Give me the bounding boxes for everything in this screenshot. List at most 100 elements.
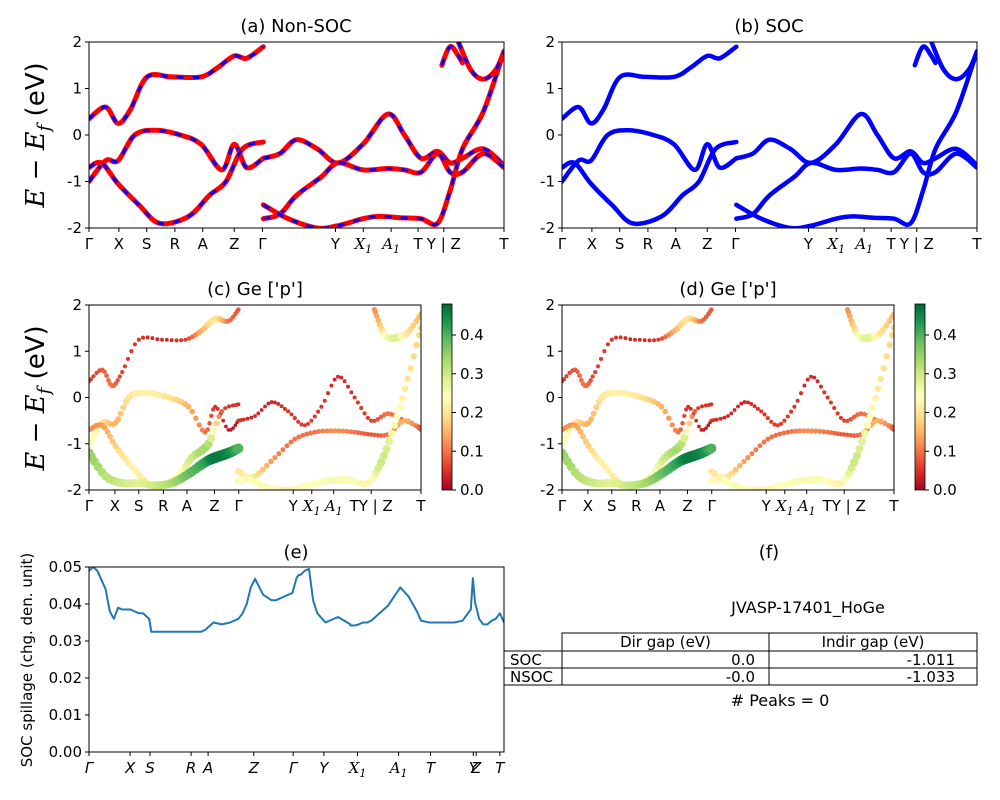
k-label: R (643, 235, 653, 253)
y-tick-label: -2 (67, 219, 82, 237)
projection-point (164, 337, 169, 342)
projection-point (841, 432, 847, 437)
k-label: X (583, 497, 593, 515)
projection-point (883, 353, 890, 360)
projection-point (850, 458, 859, 467)
gap-table: Dir gap (eV) Indir gap (eV) SOC 0.0 -1.011 NS… (503, 632, 978, 686)
projection-point (815, 379, 820, 384)
plot-area-b (562, 42, 977, 228)
projection-point (377, 458, 386, 467)
projection-point (795, 398, 800, 403)
projection-point (296, 419, 301, 424)
projection-point (706, 443, 717, 454)
projection-point (575, 369, 580, 375)
projection-point (590, 410, 597, 417)
k-label: Y (330, 235, 341, 253)
projection-point (245, 416, 250, 421)
k-label: Z (248, 759, 260, 777)
projection-point (871, 394, 879, 402)
projection-point (279, 404, 284, 409)
axes-frame-d (561, 304, 895, 491)
projection-point (682, 413, 687, 419)
projection-point (662, 408, 668, 415)
projection-point (799, 391, 803, 396)
k-label: T (971, 235, 982, 253)
projection-point (398, 394, 406, 402)
projection-point (757, 443, 763, 449)
projection-point (817, 428, 823, 434)
projection-point (120, 370, 125, 375)
projection-point (765, 416, 770, 421)
projection-point (280, 447, 286, 453)
projection-point (709, 402, 714, 407)
k-label: T (888, 497, 899, 515)
projection-point (642, 338, 647, 343)
projection-point (210, 427, 218, 435)
plot-area-e (89, 567, 504, 633)
projection-point (268, 458, 274, 465)
projection-point (115, 378, 120, 383)
projection-point (332, 377, 337, 382)
projection-point (263, 483, 271, 490)
projection-point (736, 462, 743, 469)
k-label: Z (209, 497, 219, 515)
k-label: X (114, 235, 124, 253)
y-tick-label: 0.01 (49, 706, 82, 724)
k-label: A (671, 235, 682, 253)
k-label: A1 (388, 759, 408, 780)
projection-point (623, 336, 628, 341)
projection-point (637, 337, 642, 342)
y-tick-label: 2 (545, 33, 555, 51)
projection-point (230, 403, 235, 408)
table-value: -1.011 (907, 651, 955, 669)
projection-point (689, 413, 695, 420)
projection-point (729, 411, 734, 416)
projection-point (858, 437, 866, 446)
projection-point (752, 404, 757, 409)
projection-point (577, 373, 582, 379)
colorbar-c: 0.0 0.1 0.2 0.3 0.4 (441, 303, 484, 499)
projection-point (196, 422, 202, 428)
projection-point (769, 419, 774, 424)
projection-point (344, 428, 350, 434)
projection-point (150, 336, 155, 341)
y-tick-label: 0.03 (49, 632, 82, 650)
projection-point (306, 421, 311, 426)
colorbar-d: 0.0 0.1 0.2 0.3 0.4 (914, 303, 957, 499)
projection-point (300, 432, 306, 438)
projection-point (793, 428, 799, 434)
projection-point (722, 415, 727, 420)
projection-point (268, 484, 276, 490)
colorbar-tick-label: 0.1 (933, 442, 957, 460)
projection-point (686, 420, 693, 427)
projection-point (891, 427, 894, 433)
k-label: X (110, 497, 120, 515)
projection-point (346, 384, 350, 389)
projection-point (418, 427, 421, 433)
projection-point (633, 337, 637, 342)
panel-d-title: (d) Ge ['p'] (679, 279, 776, 300)
projection-point (122, 364, 128, 369)
projection-point (835, 411, 840, 416)
projection-point (874, 385, 882, 393)
projection-point (772, 422, 777, 427)
k-label: Γ (235, 497, 244, 515)
projection-point (728, 470, 735, 477)
k-label: Γ (731, 235, 740, 253)
projection-point (578, 377, 584, 383)
plot-area-d (562, 307, 894, 490)
projection-point (609, 337, 614, 342)
projection-point (822, 390, 827, 395)
k-label: T (413, 235, 424, 253)
band-nonsoc-4 (260, 151, 504, 222)
projection-point (720, 476, 728, 484)
projection-point (276, 451, 282, 457)
k-label: X1 (353, 235, 372, 256)
projection-point (825, 395, 830, 400)
projection-point (320, 428, 326, 434)
projection-point (747, 485, 755, 490)
projection-point (312, 414, 317, 419)
projection-point (269, 400, 274, 405)
projection-point (618, 335, 623, 340)
